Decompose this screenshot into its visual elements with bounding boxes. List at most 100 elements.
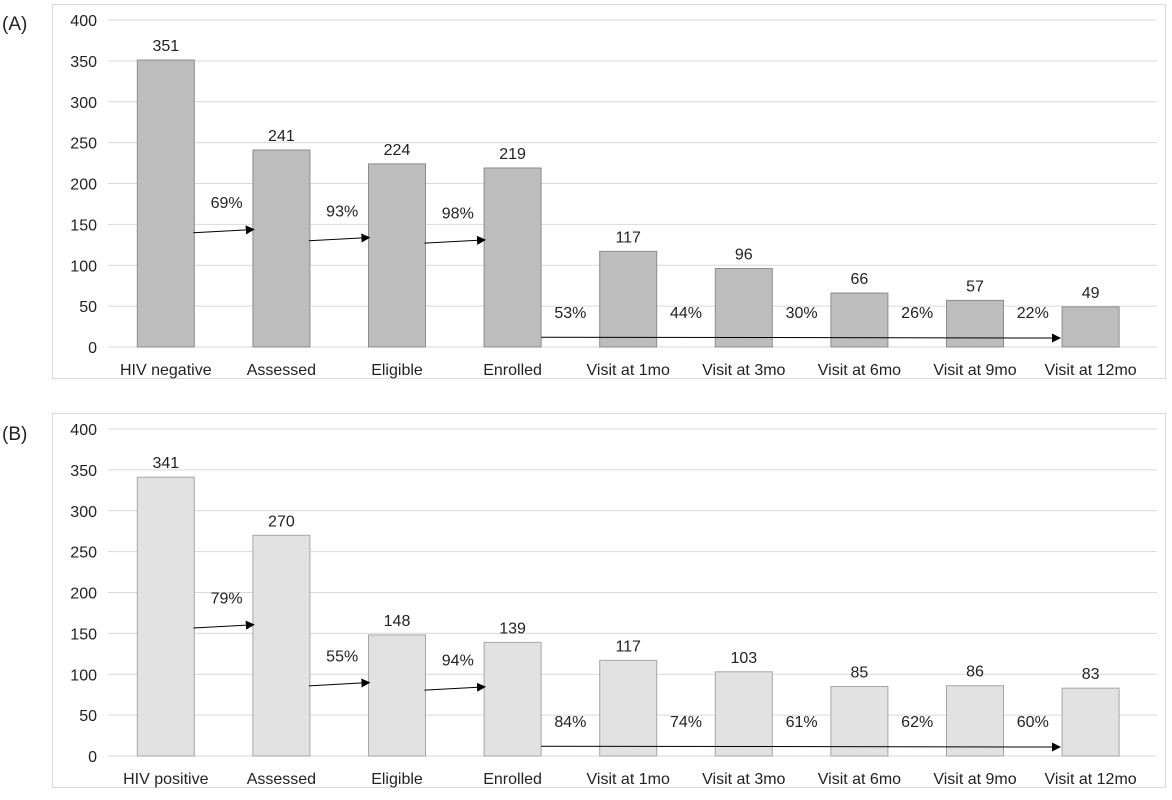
charta-step-percent: 93% xyxy=(326,203,358,220)
charta-step-arrow xyxy=(193,225,255,235)
chartb-category-label: HIV positive xyxy=(123,771,208,788)
chartb-data-label: 85 xyxy=(851,665,869,682)
charta-data-label: 49 xyxy=(1082,285,1100,302)
charta-data-label: 219 xyxy=(499,146,526,163)
chart-a-svg: 0 50 100 150 200 250 300 350 400 351 HIV negative 2… xyxy=(70,13,1157,379)
charta-category-label: Visit at 12mo xyxy=(1044,362,1136,379)
chartb-data-label: 341 xyxy=(152,455,179,472)
charta-ytick-label: 350 xyxy=(70,54,97,71)
charta-data-label: 117 xyxy=(615,229,641,246)
chartb-ytick-label: 300 xyxy=(70,504,97,521)
charta-category-label: Visit at 3mo xyxy=(702,362,785,379)
chartb-bar xyxy=(368,634,426,757)
charta-followup-arrow xyxy=(541,333,1061,343)
charta-data-label: 96 xyxy=(735,247,753,264)
chartb-ytick-label: 0 xyxy=(88,749,97,766)
charta-data-label: 66 xyxy=(851,271,869,288)
charta-category-label: Assessed xyxy=(247,362,316,379)
charta-category-label: Eligible xyxy=(371,362,423,379)
chartb-step-arrow xyxy=(193,620,255,630)
charta-followup-percent: 30% xyxy=(786,305,818,322)
panel-label-a: (A) xyxy=(2,14,28,35)
charta-step-arrow xyxy=(308,233,371,243)
charta-followup-percent: 44% xyxy=(670,305,702,322)
chartb-data-label: 103 xyxy=(730,650,757,667)
chartb-bar xyxy=(483,641,542,757)
chartb-data-label: 270 xyxy=(268,513,295,530)
chartb-followup-percent: 74% xyxy=(670,714,702,731)
chartb-step-percent: 94% xyxy=(442,653,474,670)
charta-bar xyxy=(714,268,773,348)
chart-panel-a: 0 50 100 150 200 250 300 350 400 351 HIV negative 2… xyxy=(52,4,1166,379)
chartb-category-label: Assessed xyxy=(247,771,316,788)
charta-ytick-label: 300 xyxy=(70,95,97,112)
chartb-ytick-label: 50 xyxy=(79,708,97,725)
chartb-bar xyxy=(136,476,195,757)
charta-category-label: Visit at 1mo xyxy=(587,362,670,379)
chartb-category-label: Visit at 6mo xyxy=(818,771,901,788)
charta-ytick-label: 50 xyxy=(79,299,97,316)
charta-ytick-label: 200 xyxy=(70,177,97,194)
charta-bar xyxy=(483,167,542,348)
chartb-followup-percent: 62% xyxy=(901,714,933,731)
chartb-step-percent: 79% xyxy=(211,590,243,607)
chartb-step-percent: 55% xyxy=(326,648,358,665)
charta-category-label: Visit at 9mo xyxy=(933,362,1016,379)
charta-bar xyxy=(368,163,426,348)
chartb-followup-percent: 84% xyxy=(554,714,586,731)
charta-followup-percent: 22% xyxy=(1017,305,1049,322)
chartb-bar xyxy=(252,534,311,757)
chartb-ytick-label: 150 xyxy=(70,626,97,643)
charta-category-label: Enrolled xyxy=(483,362,542,379)
chartb-data-label: 83 xyxy=(1082,666,1100,683)
charta-followup-percent: 26% xyxy=(901,305,933,322)
charta-bar xyxy=(136,59,195,348)
charta-bar xyxy=(599,250,658,348)
chartb-bar xyxy=(830,686,889,757)
chartb-data-label: 117 xyxy=(615,638,641,655)
chartb-category-label: Visit at 3mo xyxy=(702,771,785,788)
chartb-ytick-label: 250 xyxy=(70,545,97,562)
chartb-followup-arrow xyxy=(541,742,1061,752)
chartb-category-label: Visit at 1mo xyxy=(587,771,670,788)
charta-category-label: Visit at 6mo xyxy=(818,362,901,379)
charta-ytick-label: 0 xyxy=(88,340,97,357)
chart-b-svg: 0 50 100 150 200 250 300 350 400 341 HIV positive 2… xyxy=(70,422,1157,788)
chartb-category-label: Visit at 12mo xyxy=(1044,771,1136,788)
charta-data-label: 224 xyxy=(384,142,411,159)
chartb-ytick-label: 350 xyxy=(70,463,97,480)
charta-ytick-label: 250 xyxy=(70,136,97,153)
chartb-data-label: 139 xyxy=(499,620,526,637)
charta-ytick-label: 400 xyxy=(70,13,97,30)
charta-bar xyxy=(252,149,311,348)
chartb-category-label: Enrolled xyxy=(483,771,542,788)
charta-bar xyxy=(946,299,1004,348)
chartb-followup-percent: 60% xyxy=(1017,714,1049,731)
chartb-ytick-label: 400 xyxy=(70,422,97,439)
charta-step-percent: 98% xyxy=(442,206,474,223)
chartb-step-arrow xyxy=(308,678,371,688)
chartb-category-label: Eligible xyxy=(371,771,423,788)
chartb-bar xyxy=(946,685,1004,757)
chartb-data-label: 148 xyxy=(384,613,411,630)
chartb-category-label: Visit at 9mo xyxy=(933,771,1016,788)
charta-data-label: 351 xyxy=(152,38,179,55)
charta-bar xyxy=(1061,306,1120,348)
chartb-data-label: 86 xyxy=(966,664,984,681)
chartb-bar xyxy=(599,659,658,757)
charta-category-label: HIV negative xyxy=(120,362,212,379)
charta-data-label: 241 xyxy=(268,128,295,145)
chartb-followup-percent: 61% xyxy=(786,714,818,731)
chartb-bar xyxy=(714,671,773,757)
panel-label-b: (B) xyxy=(2,424,28,445)
charta-step-percent: 69% xyxy=(211,195,243,212)
charta-ytick-label: 100 xyxy=(70,258,97,275)
charta-data-label: 57 xyxy=(966,278,984,295)
chartb-ytick-label: 200 xyxy=(70,586,97,603)
chartb-step-arrow xyxy=(424,682,486,692)
charta-followup-percent: 53% xyxy=(554,305,586,322)
chart-panel-b: 0 50 100 150 200 250 300 350 400 341 HIV positive 2… xyxy=(52,413,1166,788)
charta-step-arrow xyxy=(424,235,486,245)
chartb-bar xyxy=(1061,687,1120,757)
chartb-ytick-label: 100 xyxy=(70,667,97,684)
